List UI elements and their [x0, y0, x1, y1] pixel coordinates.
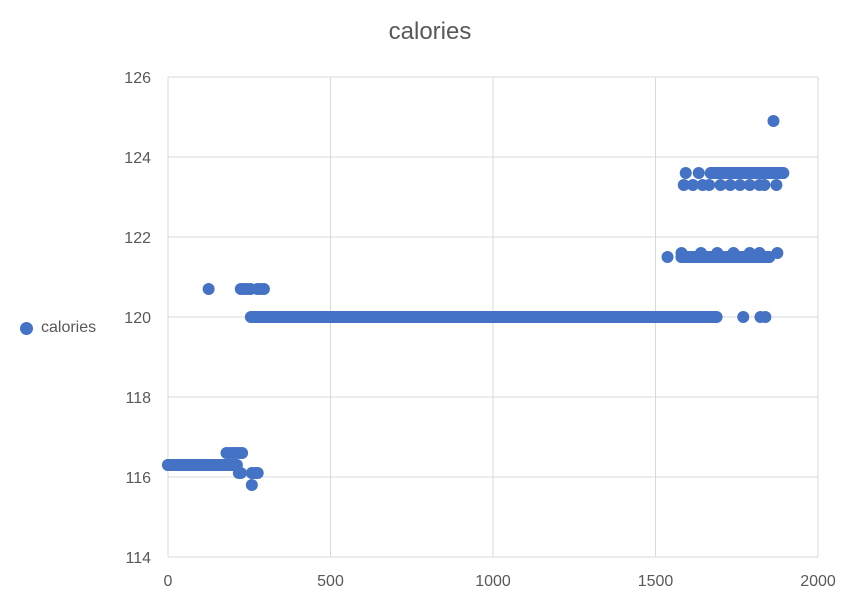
- y-tick-label: 116: [125, 470, 151, 487]
- y-tick-label: 124: [124, 150, 151, 167]
- data-point: [257, 283, 270, 295]
- legend: calories: [20, 319, 96, 337]
- data-point: [767, 115, 780, 127]
- y-tick-label: 114: [125, 550, 151, 567]
- data-point: [251, 467, 264, 479]
- data-point: [679, 167, 692, 179]
- y-tick-label: 122: [124, 230, 151, 247]
- data-point: [236, 447, 249, 459]
- data-point: [743, 179, 756, 191]
- data-point: [703, 179, 716, 191]
- y-tick-label: 118: [125, 390, 151, 407]
- x-tick-label: 1000: [475, 573, 511, 590]
- data-point: [734, 179, 746, 191]
- x-tick-label: 500: [317, 573, 344, 590]
- x-tick-label: 2000: [800, 573, 836, 590]
- grid: [167, 76, 819, 558]
- data-point: [759, 311, 772, 323]
- legend-label: calories: [41, 319, 97, 336]
- data-point: [724, 179, 737, 191]
- x-tick-label: 1500: [638, 573, 674, 590]
- y-tick-label: 120: [124, 310, 151, 327]
- data-point: [661, 251, 674, 263]
- legend-marker: [20, 321, 33, 335]
- data-point: [692, 167, 705, 179]
- data-point: [714, 179, 727, 191]
- data-point: [202, 283, 215, 295]
- data-point: [245, 479, 258, 491]
- x-tick-label: 0: [164, 573, 173, 590]
- data-points: [162, 115, 790, 491]
- y-tick-label: 126: [124, 70, 151, 87]
- chart-title: calories: [388, 18, 472, 45]
- data-point: [737, 311, 750, 323]
- data-point: [677, 179, 690, 191]
- data-point: [686, 179, 699, 191]
- data-point: [758, 179, 771, 191]
- data-point: [770, 179, 783, 191]
- tick-labels: 0 500 1000 1500 2000 114 116 118 120 122 124 126: [124, 70, 836, 590]
